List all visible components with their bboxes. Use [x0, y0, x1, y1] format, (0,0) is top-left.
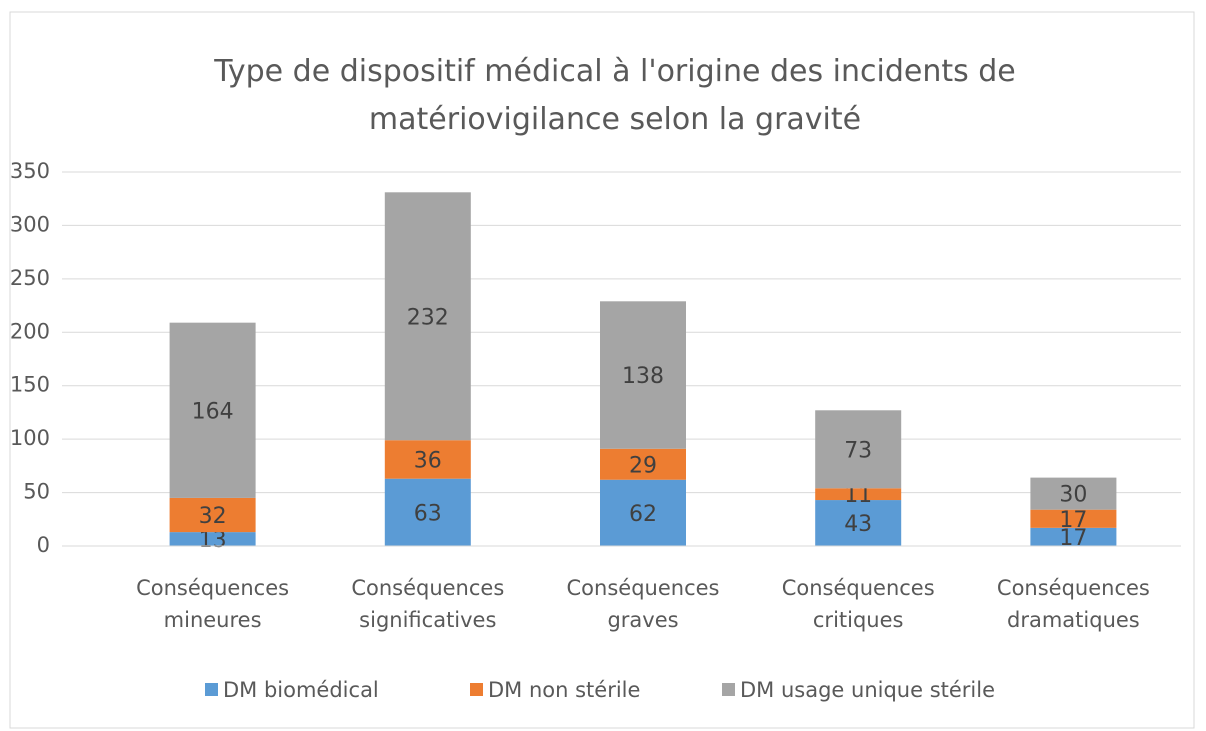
data-label: 62	[629, 502, 657, 527]
y-tick-label: 350	[10, 159, 50, 183]
bar-segment	[169, 497, 256, 533]
y-tick-label: 250	[10, 266, 50, 290]
x-tick-label: Conséquences critiques	[781, 576, 935, 632]
x-tick-label: Conséquences graves	[566, 576, 720, 632]
x-tick-label: Conséquences mineures	[136, 576, 290, 632]
data-label: 63	[414, 501, 442, 526]
x-tick-label: Conséquences significatives	[351, 576, 505, 632]
data-label: 29	[629, 453, 657, 478]
y-tick-label: 0	[37, 533, 50, 557]
legend-swatch	[205, 683, 218, 696]
bar-segment	[1030, 509, 1117, 528]
bar-segment	[1030, 527, 1117, 546]
data-label: 164	[192, 399, 234, 424]
bar-segment	[169, 322, 256, 498]
y-tick-label: 150	[10, 373, 50, 397]
legend-swatch	[470, 683, 483, 696]
bar-segment	[384, 478, 471, 546]
legend-swatch	[722, 683, 735, 696]
y-tick-label: 300	[10, 212, 50, 236]
bar-segment	[169, 532, 256, 546]
bar-segment	[1030, 477, 1117, 510]
y-tick-label: 50	[23, 480, 50, 504]
data-label: 73	[844, 438, 872, 463]
chart-title: Type de dispositif médical à l'origine d…	[214, 54, 1016, 137]
bar-segment	[600, 479, 686, 546]
data-label: 138	[622, 364, 664, 389]
bar-segment	[815, 410, 902, 489]
bar-segment	[600, 448, 686, 480]
y-tick-label: 200	[10, 319, 50, 343]
bar-segment	[600, 301, 686, 449]
data-label: 13	[199, 528, 227, 553]
data-label: 36	[414, 448, 442, 473]
legend-label: DM usage unique stérile	[740, 678, 995, 702]
data-label: 43	[844, 512, 872, 537]
data-label: 30	[1059, 483, 1087, 508]
bar-segment	[815, 500, 902, 546]
legend-label: DM biomédical	[223, 678, 379, 702]
data-label: 32	[199, 504, 227, 529]
y-tick-label: 100	[10, 426, 50, 450]
legend-label: DM non stérile	[488, 678, 640, 702]
bar-segment	[384, 440, 471, 479]
data-label: 232	[407, 305, 449, 330]
x-tick-label: Conséquences dramatiques	[996, 576, 1150, 632]
bar-segment	[815, 488, 902, 501]
data-label: 17	[1059, 526, 1087, 551]
bar-segment	[384, 192, 471, 441]
data-label: 17	[1059, 508, 1087, 533]
